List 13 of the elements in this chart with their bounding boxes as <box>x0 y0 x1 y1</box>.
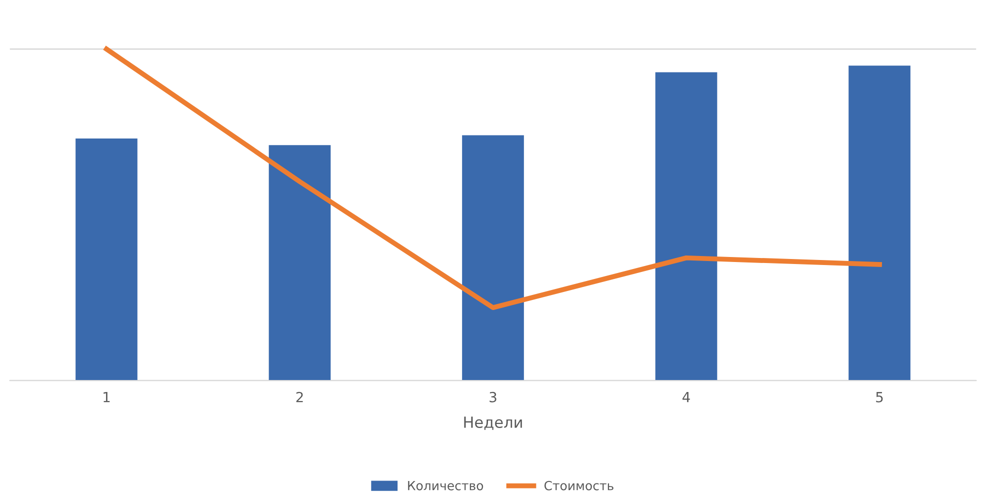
bar <box>848 66 910 381</box>
bar <box>655 72 718 381</box>
legend-label: Количество <box>408 481 484 490</box>
bar <box>76 138 138 381</box>
x-tick-label: 3 <box>490 392 496 402</box>
x-tick-label: 1 <box>104 392 110 402</box>
x-tick-label: 4 <box>682 392 690 402</box>
x-tick-label: 5 <box>876 392 883 402</box>
bar <box>268 145 331 381</box>
x-tick-label: 2 <box>296 392 303 402</box>
bar <box>462 135 524 381</box>
legend-label: Стоимость <box>544 480 614 490</box>
x-axis-title: Недели <box>464 416 522 430</box>
